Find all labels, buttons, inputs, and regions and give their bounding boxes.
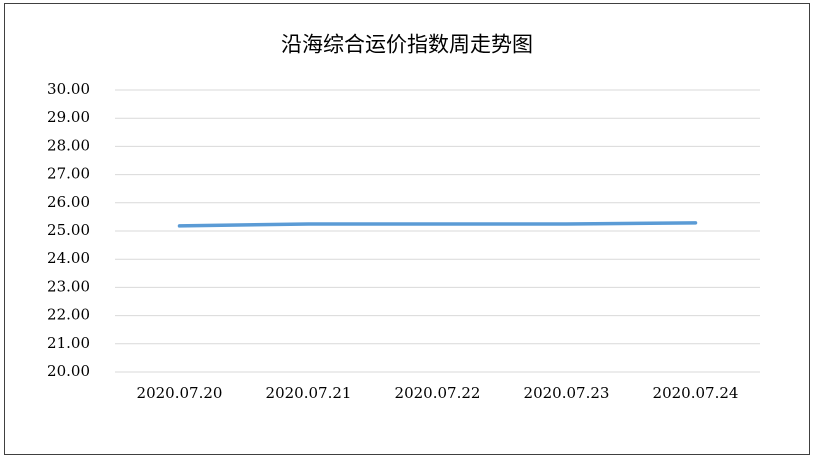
y-tick-label: 27.00: [47, 165, 90, 183]
x-tick-label: 2020.07.21: [266, 384, 352, 402]
chart-title: 沿海综合运价指数周走势图: [281, 33, 533, 57]
y-tick-label: 23.00: [47, 277, 90, 295]
y-tick-label: 28.00: [47, 136, 90, 154]
data-line: [177, 221, 698, 228]
y-tick-label: 26.00: [47, 193, 90, 211]
x-tick-label: 2020.07.22: [395, 384, 481, 402]
y-tick-label: 24.00: [47, 249, 90, 267]
x-tick-label: 2020.07.23: [524, 384, 610, 402]
y-tick-label: 25.00: [47, 221, 90, 239]
y-tick-label: 21.00: [47, 334, 90, 352]
y-tick-label: 30.00: [47, 80, 90, 98]
y-tick-label: 20.00: [47, 362, 90, 380]
y-tick-label: 22.00: [47, 306, 90, 324]
y-tick-label: 29.00: [47, 108, 90, 126]
chart-border: [4, 3, 810, 455]
x-tick-label: 2020.07.20: [137, 384, 223, 402]
x-tick-label: 2020.07.24: [653, 384, 739, 402]
